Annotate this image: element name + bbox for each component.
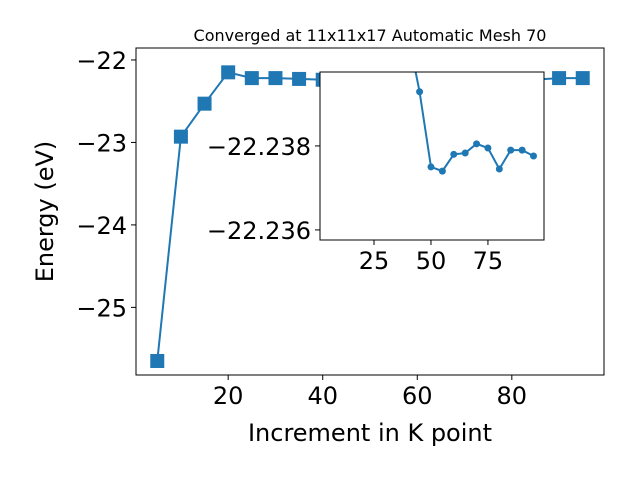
- marker: [530, 152, 538, 160]
- marker: [416, 88, 424, 96]
- marker: [197, 96, 212, 111]
- y-tick-label: −23: [76, 129, 127, 157]
- x-tick-label: 75: [473, 247, 504, 275]
- marker: [473, 140, 481, 148]
- marker: [461, 149, 469, 157]
- x-tick-label: 50: [416, 247, 447, 275]
- x-tick-label: 60: [402, 382, 433, 410]
- y-tick-label: −22.236: [207, 217, 311, 245]
- y-tick-label: −22.238: [207, 133, 311, 161]
- marker: [495, 165, 503, 173]
- marker: [438, 167, 446, 175]
- x-tick-label: 80: [497, 382, 528, 410]
- marker: [292, 71, 307, 86]
- y-tick-label: −22: [76, 47, 127, 75]
- axes-frame: [319, 71, 545, 241]
- x-tick-label: 25: [359, 247, 390, 275]
- marker: [173, 129, 188, 144]
- axes-frame: [135, 47, 605, 376]
- x-tick-label: 40: [307, 382, 338, 410]
- y-axis-label: Energy (eV): [31, 141, 59, 283]
- marker: [268, 71, 283, 86]
- marker: [150, 353, 165, 368]
- chart-title: Converged at 11x11x17 Automatic Mesh 70: [194, 26, 547, 45]
- plot-group: [414, 72, 538, 175]
- plot-area: [320, 72, 544, 240]
- marker: [244, 71, 259, 86]
- marker: [575, 71, 590, 86]
- x-tick-label: 20: [213, 382, 244, 410]
- marker: [427, 163, 435, 171]
- marker: [507, 146, 515, 154]
- y-tick-label: −25: [76, 294, 127, 322]
- marker: [221, 65, 236, 80]
- marker: [552, 71, 567, 86]
- marker: [484, 144, 492, 152]
- y-tick-label: −24: [76, 212, 127, 240]
- marker: [518, 146, 526, 154]
- marker: [450, 150, 458, 158]
- x-axis-label: Increment in K point: [248, 419, 492, 447]
